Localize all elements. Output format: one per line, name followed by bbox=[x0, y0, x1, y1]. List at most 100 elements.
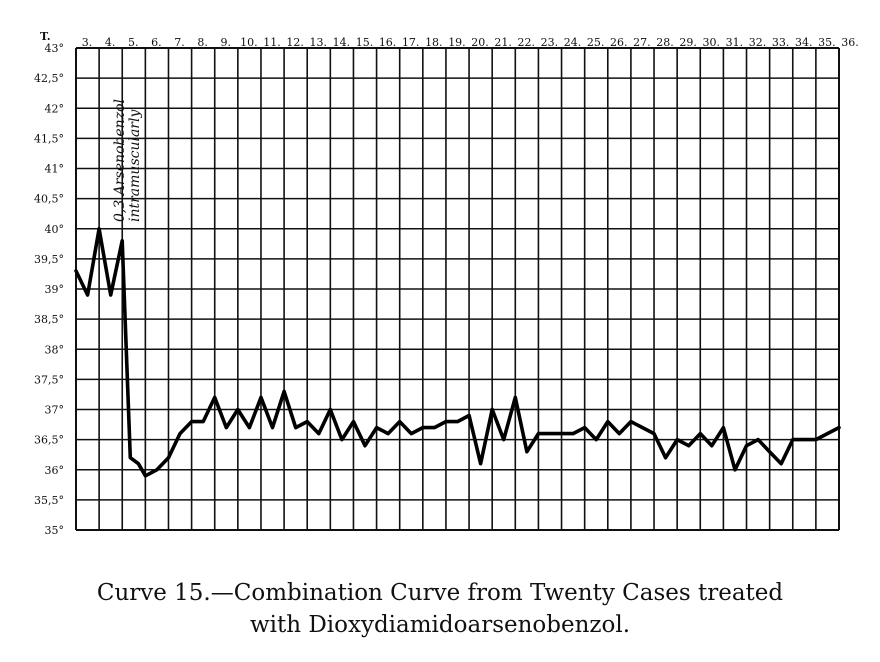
x-tick-label: 17. bbox=[402, 36, 420, 49]
x-tick-label: 18. bbox=[425, 36, 443, 49]
x-tick-label: 19. bbox=[448, 36, 466, 49]
data-point bbox=[248, 426, 251, 429]
data-point bbox=[213, 396, 216, 399]
data-point bbox=[422, 426, 424, 429]
x-tick-label: 35. bbox=[818, 36, 836, 49]
x-tick-label: 34. bbox=[795, 36, 813, 49]
data-point bbox=[468, 414, 470, 417]
y-tick-label: 36,5° bbox=[34, 434, 64, 447]
data-point bbox=[156, 468, 158, 471]
x-tick-label: 20. bbox=[471, 36, 489, 49]
x-tick-label: 33. bbox=[772, 36, 790, 49]
data-point bbox=[699, 432, 702, 435]
data-point bbox=[237, 408, 239, 411]
data-point bbox=[803, 438, 806, 441]
data-point bbox=[745, 444, 748, 447]
x-tick-label: 31. bbox=[726, 36, 744, 49]
data-point bbox=[398, 420, 401, 423]
chart-grid bbox=[75, 47, 840, 531]
data-point bbox=[734, 468, 736, 471]
data-point bbox=[317, 432, 320, 435]
y-tick-label: 38° bbox=[45, 343, 65, 356]
data-point bbox=[352, 420, 355, 423]
data-point bbox=[502, 438, 505, 441]
y-tick-label: 43° bbox=[45, 42, 65, 55]
data-point bbox=[780, 462, 782, 465]
x-tick-label: 12. bbox=[286, 36, 304, 49]
data-point bbox=[144, 474, 147, 477]
data-point bbox=[329, 408, 332, 411]
x-tick-label: 4. bbox=[105, 36, 116, 49]
data-point bbox=[109, 294, 112, 296]
x-tick-label: 14. bbox=[333, 36, 351, 49]
temperature-chart: T.43° 42,5° 42° 41,5° 41° 40,5° 40° 39,5° 39° 38,… bbox=[34, 30, 859, 537]
x-tick-label: 10. bbox=[240, 36, 258, 49]
data-point bbox=[167, 456, 170, 459]
data-point bbox=[433, 426, 436, 429]
y-tick-label: 42° bbox=[45, 102, 65, 115]
data-point bbox=[606, 420, 609, 423]
data-point bbox=[653, 432, 655, 435]
data-point bbox=[687, 444, 690, 447]
data-point bbox=[583, 426, 586, 429]
y-tick-label: 40° bbox=[45, 223, 65, 236]
data-point bbox=[641, 426, 644, 429]
y-tick-label: 40,5° bbox=[34, 193, 64, 206]
x-tick-label: 22. bbox=[518, 36, 536, 49]
data-point bbox=[826, 432, 829, 435]
x-tick-label: 27. bbox=[633, 36, 651, 49]
data-point bbox=[838, 426, 840, 429]
x-tick-label: 5. bbox=[128, 36, 139, 49]
data-point bbox=[225, 426, 228, 429]
data-point bbox=[630, 420, 632, 423]
data-point bbox=[283, 390, 285, 393]
temperature-series bbox=[74, 227, 841, 478]
x-tick-label: 3. bbox=[82, 36, 93, 49]
data-point bbox=[271, 426, 274, 429]
data-point bbox=[757, 438, 759, 441]
data-point bbox=[179, 432, 181, 435]
x-tick-label: 6. bbox=[151, 36, 162, 49]
data-point bbox=[722, 426, 725, 429]
y-tick-label: 41,5° bbox=[34, 132, 64, 145]
data-point bbox=[375, 426, 378, 429]
x-tick-label: 30. bbox=[703, 36, 721, 49]
data-point bbox=[98, 227, 100, 230]
data-point bbox=[549, 432, 551, 435]
data-point bbox=[815, 438, 817, 441]
data-point bbox=[202, 420, 204, 423]
x-tick-label: 7. bbox=[174, 36, 185, 49]
data-point bbox=[676, 438, 678, 441]
data-point bbox=[445, 420, 447, 423]
data-point bbox=[711, 444, 713, 447]
data-point bbox=[137, 462, 140, 465]
data-point bbox=[514, 396, 517, 399]
y-tick-label: 38,5° bbox=[34, 313, 64, 326]
data-point bbox=[86, 294, 89, 296]
figure-caption-line-2: with Dioxydiamidoarsenobenzol. bbox=[249, 612, 631, 638]
x-tick-label: 16. bbox=[379, 36, 397, 49]
x-tick-label: 8. bbox=[197, 36, 208, 49]
x-tick-label: 36. bbox=[841, 36, 859, 49]
data-point bbox=[560, 432, 563, 435]
y-axis: T.43° 42,5° 42° 41,5° 41° 40,5° 40° 39,5° 39° 38,… bbox=[34, 30, 64, 537]
data-point bbox=[410, 432, 413, 435]
data-point bbox=[572, 432, 574, 435]
y-tick-label: 37° bbox=[45, 404, 65, 417]
data-point bbox=[75, 270, 77, 272]
data-point bbox=[791, 438, 794, 441]
data-point bbox=[121, 240, 124, 242]
y-tick-label: 42,5° bbox=[34, 72, 64, 85]
x-tick-label: 15. bbox=[356, 36, 374, 49]
x-tick-label: 26. bbox=[610, 36, 628, 49]
data-point bbox=[618, 432, 621, 435]
data-point bbox=[479, 462, 482, 465]
data-point bbox=[768, 450, 771, 453]
x-tick-label: 28. bbox=[656, 36, 674, 49]
data-point bbox=[387, 432, 389, 435]
x-tick-label: 13. bbox=[309, 36, 327, 49]
annotation-line: 0,3 Arsenobenzol bbox=[112, 99, 128, 222]
x-tick-label: 21. bbox=[494, 36, 512, 49]
data-point bbox=[129, 456, 132, 459]
x-tick-label: 9. bbox=[220, 36, 231, 49]
